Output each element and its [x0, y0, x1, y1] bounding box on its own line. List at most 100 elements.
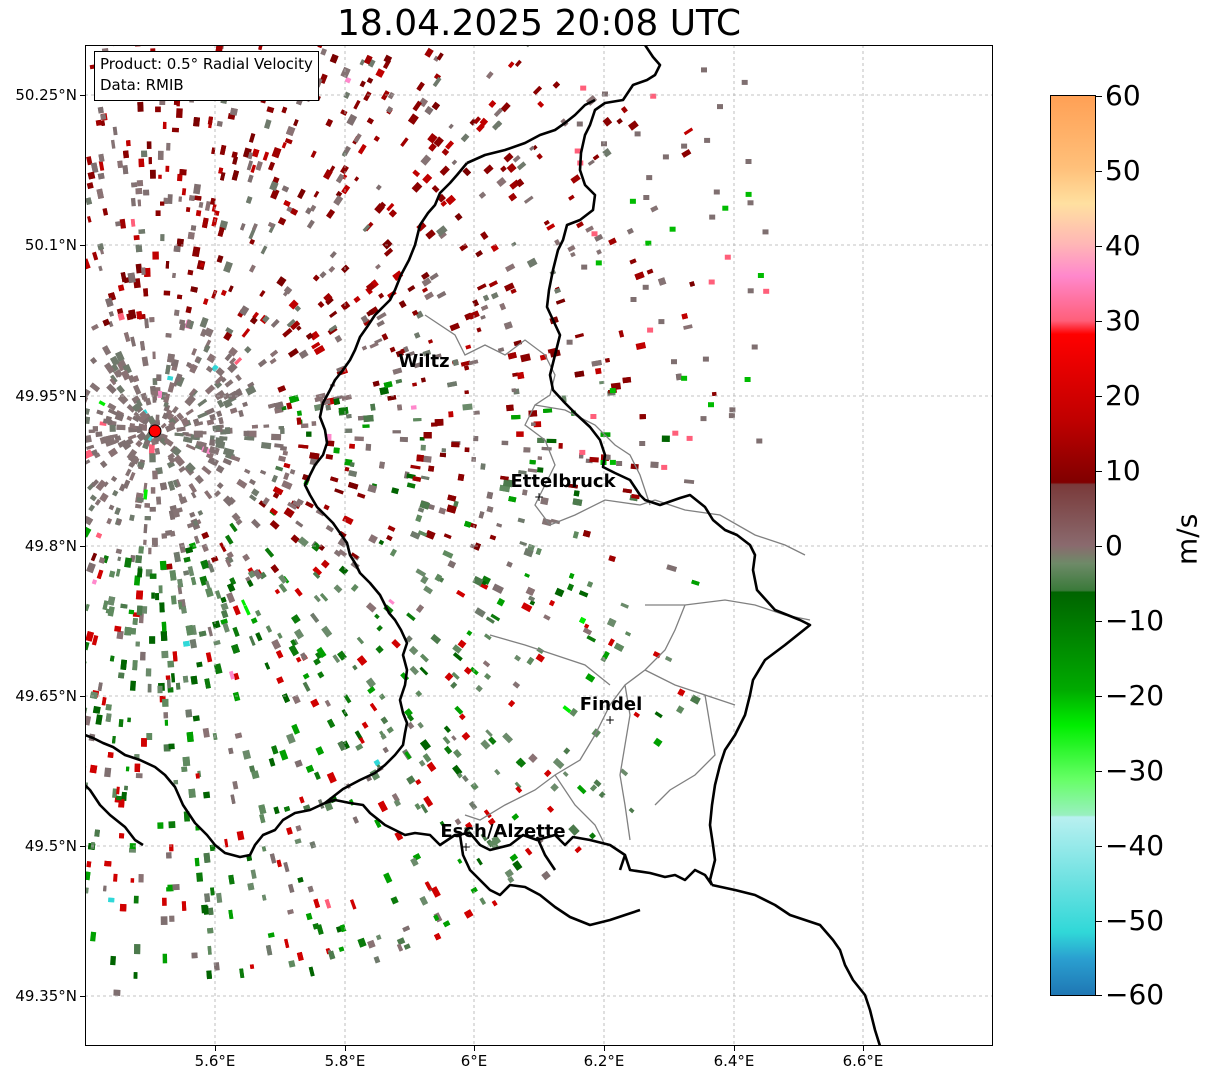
radar-echo-gate — [230, 794, 236, 805]
radar-echo-gate — [675, 373, 683, 381]
radar-echo-gate — [163, 712, 169, 719]
radar-echo-gate — [353, 100, 361, 110]
radar-echo-gate — [320, 48, 328, 56]
radar-echo-gate — [173, 551, 181, 563]
radar-echo-gate — [464, 365, 470, 371]
radar-echo-gate — [420, 475, 430, 481]
radar-echo-gate — [295, 520, 304, 528]
radar-echo-gate — [399, 436, 408, 443]
radar-echo-gate — [108, 570, 116, 578]
radar-echo-gate — [181, 901, 187, 911]
radar-echo-gate — [117, 439, 128, 448]
radar-echo-gate — [192, 624, 197, 636]
radar-echo-gate — [494, 769, 501, 776]
radar-echo-gate — [167, 884, 174, 892]
radar-echo-gate — [124, 557, 132, 568]
radar-echo-gate — [182, 436, 193, 444]
radar-echo-gate — [602, 91, 608, 97]
radar-map[interactable] — [85, 45, 993, 1046]
radar-echo-gate — [110, 139, 116, 149]
radar-echo-gate — [312, 274, 320, 282]
radar-echo-gate — [134, 944, 141, 955]
radar-echo-gate — [413, 361, 423, 369]
radar-echo-gate — [341, 184, 351, 195]
radar-echo-gate — [329, 250, 337, 259]
radar-echo-gate — [508, 192, 517, 202]
radar-echo-gate — [222, 398, 233, 409]
radar-echo-gate — [512, 860, 523, 871]
radar-echo-gate — [321, 559, 330, 569]
radar-echo-gate — [325, 524, 335, 533]
radar-echo-gate — [223, 331, 233, 342]
radar-echo-gate — [576, 784, 587, 795]
radar-echo-gate — [313, 190, 320, 198]
radar-echo-gate — [745, 191, 752, 197]
radar-echo-gate — [313, 345, 326, 356]
radar-echo-gate — [311, 542, 321, 552]
radar-echo-gate — [586, 581, 594, 588]
radar-echo-gate — [671, 359, 677, 365]
radar-echo-gate — [543, 614, 551, 621]
radar-echo-gate — [460, 360, 471, 367]
radar-echo-gate — [191, 952, 198, 959]
radar-echo-gate — [133, 411, 139, 417]
radar-echo-gate — [107, 402, 117, 411]
radar-echo-gate — [639, 441, 646, 446]
radar-echo-gate — [602, 148, 612, 158]
radar-echo-gate — [242, 553, 251, 562]
radar-echo-gate — [457, 473, 465, 482]
radar-echo-gate — [305, 912, 313, 921]
radar-echo-gate — [676, 705, 685, 714]
radar-echo-gate — [235, 518, 243, 526]
radar-echo-gate — [290, 208, 299, 216]
radar-echo-gate — [210, 435, 215, 440]
radar-echo-gate — [254, 609, 262, 617]
radar-echo-gate — [204, 384, 216, 395]
radar-echo-gate — [85, 641, 90, 651]
radar-echo-gate — [386, 203, 395, 212]
radar-echo-gate — [496, 176, 507, 188]
radar-echo-gate — [409, 665, 419, 676]
radar-echo-gate — [267, 932, 275, 938]
radar-echo-gate — [178, 601, 183, 609]
radar-echo-gate — [344, 466, 350, 472]
radar-echo-gate — [168, 821, 176, 829]
radar-echo-gate — [101, 697, 107, 706]
radar-echo-gate — [173, 779, 179, 785]
lon-label-5-6: 5.6°E — [194, 1052, 236, 1070]
radar-echo-gate — [191, 246, 201, 258]
radar-echo-gate — [144, 503, 151, 508]
radar-echo-gate — [185, 408, 194, 416]
radar-site-marker — [148, 424, 162, 438]
radar-echo-gate — [222, 621, 230, 633]
lon-tick — [345, 1046, 346, 1051]
radar-echo-gate — [689, 281, 695, 287]
radar-echo-gate — [278, 574, 288, 584]
city-marker-ettelbruck: + — [533, 490, 545, 504]
radar-echo-gate — [379, 386, 389, 396]
radar-echo-gate — [230, 455, 241, 462]
radar-echo-gate — [138, 158, 145, 168]
radar-echo-gate — [219, 144, 227, 156]
radar-echo-gate — [172, 479, 179, 488]
radar-echo-gate — [132, 617, 138, 625]
radar-echo-gate — [125, 468, 132, 477]
radar-echo-gate — [117, 556, 122, 562]
radar-echo-gate — [216, 254, 224, 264]
radar-echo-gate — [158, 585, 163, 594]
radar-echo-gate — [143, 489, 148, 500]
radar-echo-gate — [691, 579, 700, 586]
radar-echo-gate — [172, 508, 180, 518]
radar-echo-gate — [113, 873, 118, 882]
radar-echo-gate — [247, 174, 254, 183]
radar-echo-gate — [232, 605, 241, 616]
radar-echo-gate — [210, 555, 219, 563]
radar-echo-gate — [152, 351, 156, 360]
radar-echo-gate — [264, 547, 275, 558]
radar-echo-gate — [281, 480, 293, 490]
radar-echo-gate — [518, 470, 527, 475]
radar-echo-gate — [271, 474, 278, 483]
radar-echo-gate — [171, 673, 176, 683]
radar-echo-gate — [149, 636, 156, 644]
radar-echo-gate — [386, 106, 394, 114]
